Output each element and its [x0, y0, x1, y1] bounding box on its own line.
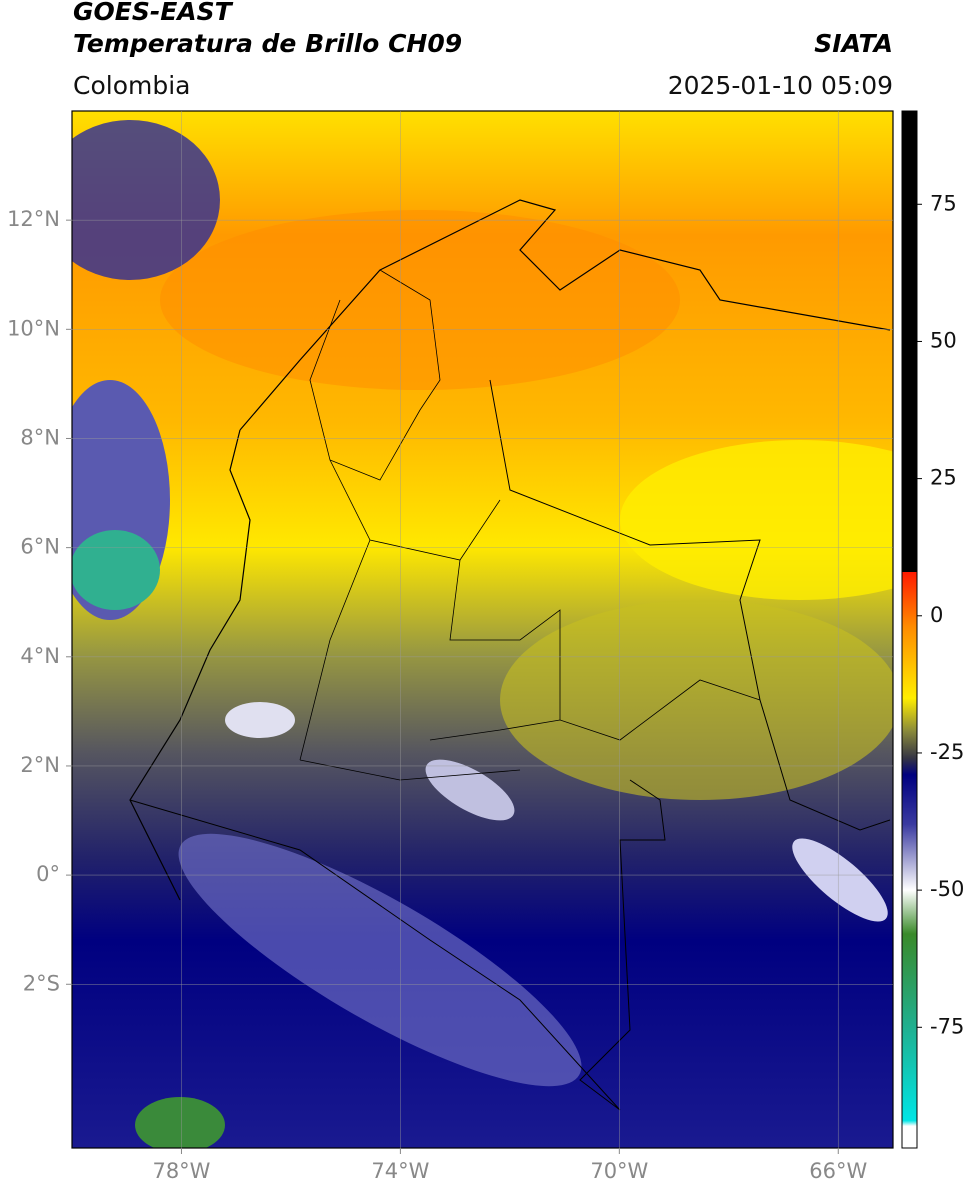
y-tick-label: 6°N — [20, 535, 60, 559]
y-tick-label: 0° — [36, 862, 60, 886]
colorbar-tick-label: 75 — [930, 191, 957, 215]
satellite-image — [72, 111, 893, 1148]
x-tick-label: 66°W — [809, 1159, 867, 1183]
region: Colombia — [73, 71, 190, 100]
colorbar-tick-label: 25 — [930, 466, 957, 490]
colorbar-tick-label: -75 — [930, 1014, 964, 1038]
y-tick-label: 4°N — [20, 644, 60, 668]
y-tick-label: 10°N — [7, 316, 60, 340]
x-tick-label: 78°W — [152, 1159, 210, 1183]
title: GOES-EAST — [73, 0, 234, 26]
x-tick-label: 70°W — [590, 1159, 648, 1183]
y-tick-label: 12°N — [7, 207, 60, 231]
map-frame — [71, 110, 894, 1149]
colorbar-tick-label: -25 — [930, 740, 964, 764]
y-tick-label: 2°S — [23, 971, 60, 995]
colorbar-tick-label: 0 — [930, 603, 943, 627]
brand: SIATA — [814, 29, 893, 58]
x-tick-label: 74°W — [371, 1159, 429, 1183]
colorbar-tick-label: -50 — [930, 877, 964, 901]
subtitle: Temperatura de Brillo CH09 — [73, 29, 462, 58]
colorbar — [901, 110, 918, 1149]
timestamp: 2025-01-10 05:09 — [668, 71, 893, 100]
y-tick-label: 2°N — [20, 753, 60, 777]
y-tick-label: 8°N — [20, 425, 60, 449]
colorbar-tick-label: 50 — [930, 328, 957, 352]
